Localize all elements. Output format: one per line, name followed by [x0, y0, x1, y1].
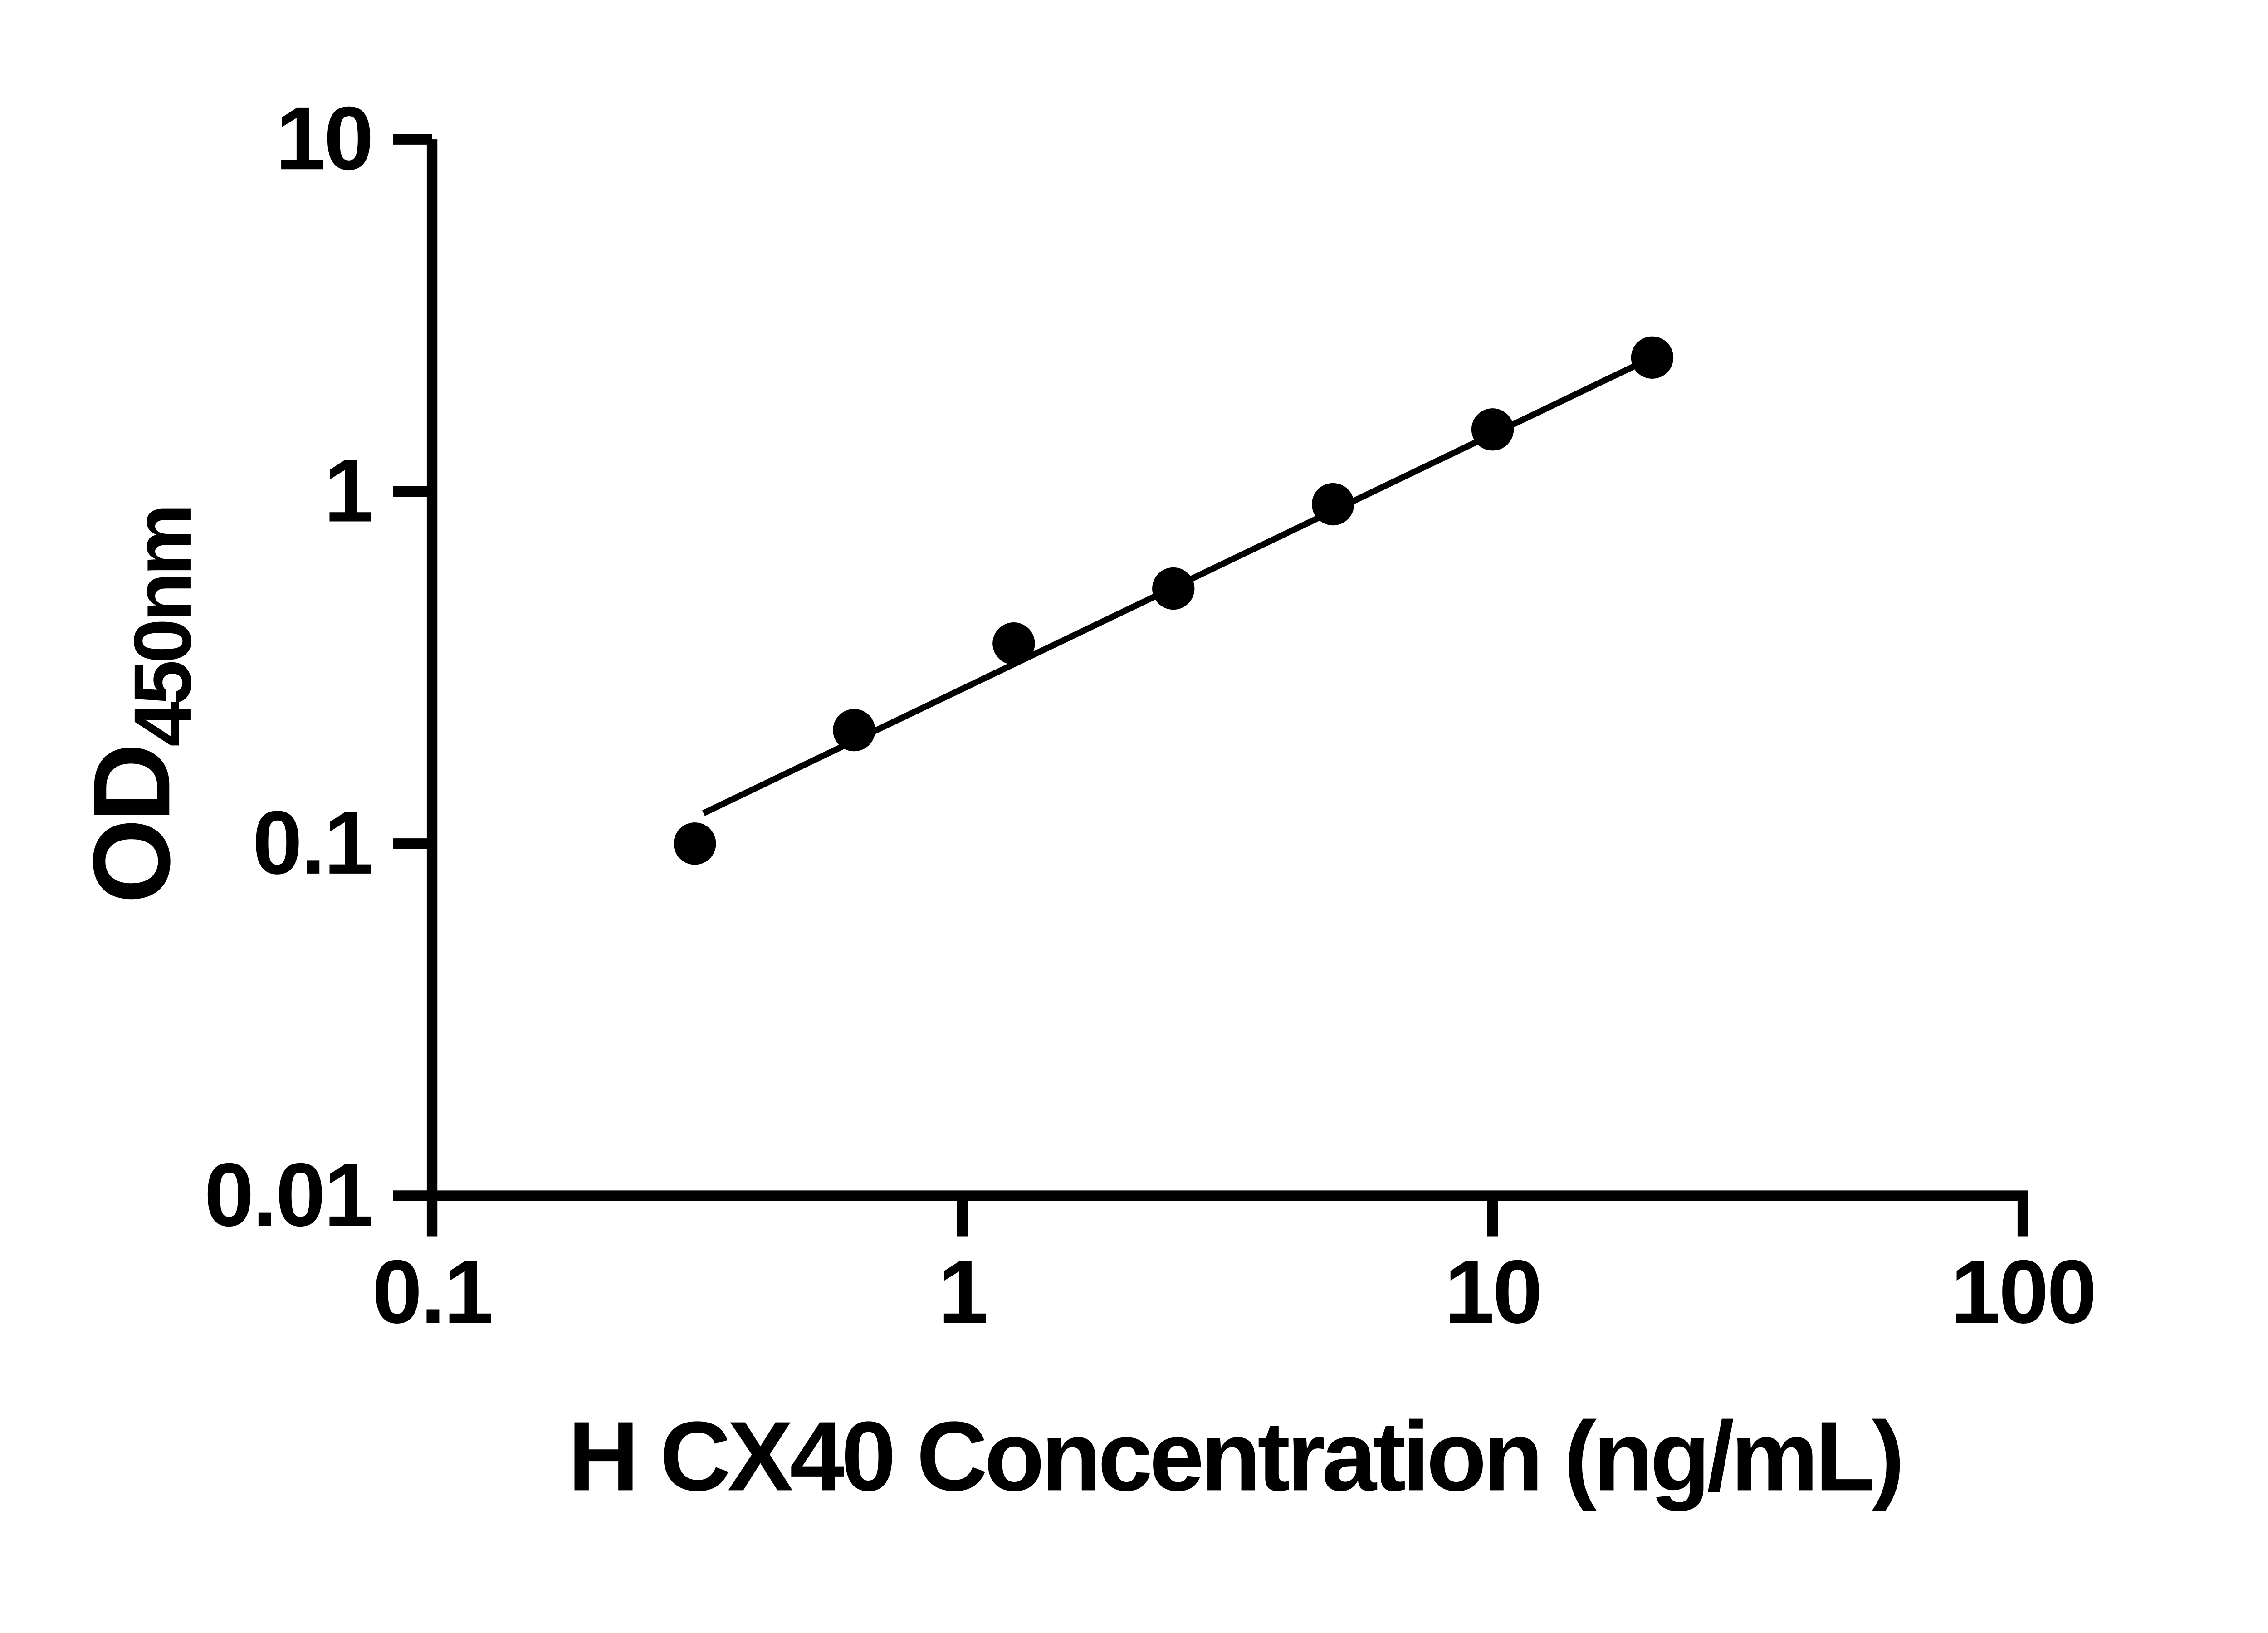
series-layer [674, 336, 1674, 865]
y-tick-label: 10 [276, 88, 372, 189]
y-tick-label: 0.1 [252, 793, 372, 893]
y-axis-title-main: OD [71, 747, 193, 904]
data-point [674, 822, 716, 865]
y-axis-title-subscript: 450nm [117, 507, 208, 747]
y-tick-label: 1 [324, 441, 372, 541]
data-point [833, 709, 875, 752]
data-point [1312, 483, 1354, 526]
x-tick-label: 0.1 [372, 1242, 492, 1342]
x-tick-label: 10 [1444, 1242, 1541, 1342]
data-point [1471, 408, 1514, 451]
x-tick-label: 100 [1950, 1242, 2095, 1342]
x-tick-label: 1 [938, 1242, 986, 1342]
data-point [992, 622, 1035, 665]
figure-canvas: 10 1 0.1 0.01 0.1 1 10 100 H CX40 Concentration… [71, 88, 2097, 1512]
axes-layer [393, 134, 2028, 1237]
x-axis-title: H CX40 Concentration (ng/mL) [568, 1401, 1901, 1511]
data-point [1631, 336, 1674, 379]
y-axis-title: OD450nm [71, 507, 208, 904]
y-tick-label: 0.01 [204, 1145, 372, 1245]
data-point [1152, 567, 1195, 610]
